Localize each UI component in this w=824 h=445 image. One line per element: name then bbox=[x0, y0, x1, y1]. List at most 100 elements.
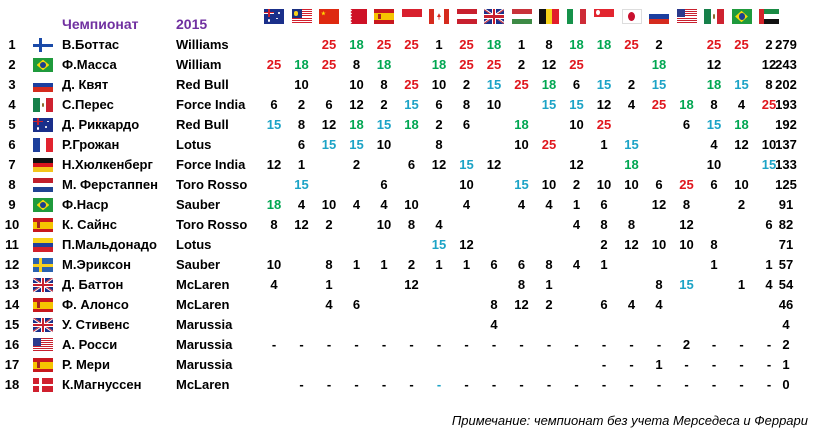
race-points: 2 bbox=[352, 157, 361, 172]
total-points: 4 bbox=[782, 317, 790, 332]
race-points: 15 bbox=[431, 237, 447, 252]
brazil-flag bbox=[731, 9, 752, 24]
race-points: 18 bbox=[376, 57, 392, 72]
race-points: 1 bbox=[435, 257, 443, 272]
race-points: 4 bbox=[435, 217, 443, 232]
race-points: 15 bbox=[734, 77, 749, 92]
driver-name: А. Росси bbox=[62, 337, 118, 352]
race-points: 18 bbox=[431, 57, 447, 72]
race-points: 6 bbox=[352, 297, 361, 312]
race-points: 25 bbox=[404, 77, 419, 92]
race-points: - bbox=[546, 377, 552, 392]
japan-flag bbox=[621, 9, 642, 24]
race-points: - bbox=[739, 337, 744, 352]
race-points: 4 bbox=[490, 317, 498, 332]
race-points: 15 bbox=[679, 277, 694, 292]
team-name: Red Bull bbox=[176, 117, 229, 132]
race-points: 8 bbox=[297, 117, 306, 132]
brazil-flag-icon bbox=[33, 198, 53, 212]
usa-flag-icon bbox=[33, 338, 53, 352]
race-points: 1 bbox=[325, 277, 333, 292]
driver-name: У. Стивенс bbox=[62, 317, 130, 332]
race-points: 6 bbox=[462, 117, 471, 132]
race-points: 25 bbox=[569, 57, 584, 72]
driver-name: В.Боттас bbox=[62, 37, 120, 52]
driver-name: К. Сайнс bbox=[62, 217, 118, 232]
driver-name: К.Магнуссен bbox=[62, 377, 142, 392]
table-row: 11 П.Мальдонадо Lotus 15 12 2 12 10 10 8 71 bbox=[0, 235, 824, 255]
race-points: 8 bbox=[435, 137, 443, 152]
race-points: 1 bbox=[462, 257, 471, 272]
race-points: - bbox=[629, 377, 634, 392]
italy-flag bbox=[566, 9, 587, 24]
race-points: - bbox=[684, 357, 689, 372]
team-name: Force India bbox=[176, 157, 246, 172]
race-points: 12 bbox=[651, 197, 667, 212]
race-points: - bbox=[711, 357, 717, 372]
race-points: 25 bbox=[514, 77, 529, 92]
table-row: 14 Ф. Алонсо McLaren 4 6 8 12 2 6 4 4 46 bbox=[0, 295, 824, 315]
race-points: 1 bbox=[435, 37, 443, 52]
race-points: 18 bbox=[624, 157, 639, 172]
race-points: 6 bbox=[407, 157, 416, 172]
driver-name: Д. Риккардо bbox=[62, 117, 140, 132]
position: 4 bbox=[8, 97, 16, 112]
race-points: 12 bbox=[596, 97, 612, 112]
race-points: 8 bbox=[627, 217, 636, 232]
race-points: 8 bbox=[517, 277, 526, 292]
race-points: 2 bbox=[572, 177, 581, 192]
race-points: - bbox=[354, 337, 359, 352]
race-points: 25 bbox=[376, 37, 392, 52]
belgium-flag bbox=[539, 9, 559, 24]
race-points: 6 bbox=[325, 97, 333, 112]
team-name: Lotus bbox=[176, 237, 212, 252]
table-row: 6 Р.Грожан Lotus 6 15 15 10 8 10 25 1 15 4 12 10 137 bbox=[0, 135, 824, 155]
race-points: - bbox=[409, 377, 414, 392]
race-points: 25 bbox=[651, 97, 667, 112]
spain-flag-icon bbox=[33, 218, 53, 232]
race-points: 10 bbox=[376, 137, 392, 152]
team-name: Toro Rosso bbox=[176, 177, 248, 192]
australia-flag bbox=[264, 9, 284, 24]
race-points: - bbox=[574, 377, 579, 392]
race-points: 2 bbox=[325, 217, 333, 232]
race-points: 18 bbox=[266, 197, 282, 212]
race-points: 6 bbox=[765, 217, 773, 232]
race-points: 18 bbox=[651, 57, 667, 72]
race-points: 15 bbox=[266, 117, 282, 132]
race-points: 4 bbox=[325, 297, 333, 312]
china-flag bbox=[319, 9, 339, 24]
position: 12 bbox=[4, 257, 20, 272]
race-points: 12 bbox=[294, 217, 309, 232]
race-points: 8 bbox=[600, 217, 608, 232]
race-points: 10 bbox=[376, 217, 392, 232]
race-points: 12 bbox=[761, 57, 777, 72]
race-points: 6 bbox=[600, 297, 608, 312]
race-points: 4 bbox=[627, 297, 636, 312]
driver-name: Ф. Алонсо bbox=[62, 297, 129, 312]
race-points: 12 bbox=[734, 137, 749, 152]
total-points: 91 bbox=[778, 197, 794, 212]
table-row: 3 Д. Квят Red Bull 10 10 8 25 10 2 15 25 18 6 15 2 15 18… bbox=[0, 75, 824, 95]
driver-name: С.Перес bbox=[62, 97, 114, 112]
team-name: Lotus bbox=[176, 137, 212, 152]
race-points: 25 bbox=[761, 97, 777, 112]
table-row: 1 В.Боттас Williams 25 18 25 25 1 25 18 1 8 18 18 25 2 2… bbox=[0, 35, 824, 55]
mexico-flag bbox=[704, 9, 724, 24]
race-points: 18 bbox=[349, 117, 364, 132]
race-points: - bbox=[299, 337, 304, 352]
race-points: 4 bbox=[352, 197, 361, 212]
race-points: - bbox=[491, 337, 497, 352]
race-points: 15 bbox=[761, 157, 777, 172]
race-points: 10 bbox=[596, 177, 612, 192]
race-points: 1 bbox=[352, 257, 361, 272]
race-points: 8 bbox=[462, 97, 471, 112]
race-points: 4 bbox=[270, 277, 278, 292]
race-points: - bbox=[656, 377, 662, 392]
race-points: 2 bbox=[407, 257, 416, 272]
race-points: 8 bbox=[380, 77, 388, 92]
malaysia-flag bbox=[291, 9, 312, 24]
race-points: 4 bbox=[572, 257, 581, 272]
race-points: 2 bbox=[545, 297, 553, 312]
table-row: 8 М. Ферстаппен Toro Rosso 15 6 10 15 10 2 10 10 6 2… bbox=[0, 175, 824, 195]
